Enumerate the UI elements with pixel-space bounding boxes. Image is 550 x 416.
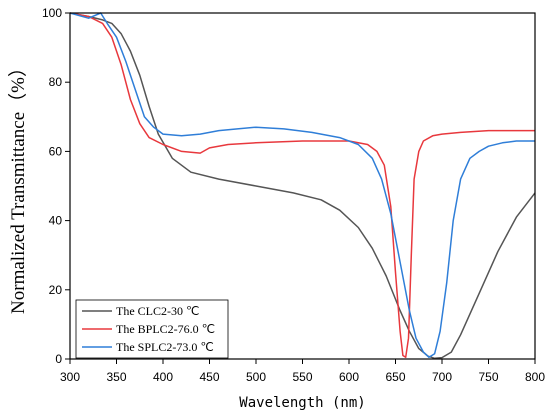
y-tick-label: 20 <box>49 283 63 297</box>
legend-label: The BPLC2-76.0 ℃ <box>116 322 215 336</box>
ticks: 300 350 400 450 500 550 600 650 700 750 800 0 20 40 60… <box>42 6 545 384</box>
x-tick-label: 450 <box>199 370 219 384</box>
x-tick-label: 600 <box>339 370 359 384</box>
y-tick-label: 100 <box>42 6 62 20</box>
y-tick-label: 40 <box>49 214 63 228</box>
legend-label: The SPLC2-73.0 ℃ <box>116 340 214 354</box>
series-line-1 <box>69 12 536 360</box>
x-tick-label: 400 <box>153 370 173 384</box>
series-lines <box>69 12 536 360</box>
series-line-2 <box>69 12 535 359</box>
plot-frame <box>69 12 536 360</box>
x-tick-label: 350 <box>106 370 126 384</box>
legend: The CLC2-30 ℃ The BPLC2-76.0 ℃ The SPLC2-7… <box>75 299 229 359</box>
x-tick-label: 700 <box>432 370 452 384</box>
y-axis-label: Normalized Transmittance（%） <box>7 58 29 314</box>
y-tick-label: 60 <box>49 144 63 158</box>
series-line-3 <box>69 12 535 359</box>
x-tick-label: 800 <box>525 370 545 384</box>
y-tick-label: 0 <box>55 352 62 366</box>
x-axis-label: Wavelength (nm) <box>239 395 365 411</box>
x-tick-label: 650 <box>385 370 405 384</box>
y-tick-label: 80 <box>49 75 63 89</box>
x-tick-label: 750 <box>478 370 498 384</box>
x-tick-label: 500 <box>246 370 266 384</box>
x-tick-label: 300 <box>60 370 80 384</box>
x-tick-label: 550 <box>292 370 312 384</box>
legend-label: The CLC2-30 ℃ <box>116 304 199 318</box>
